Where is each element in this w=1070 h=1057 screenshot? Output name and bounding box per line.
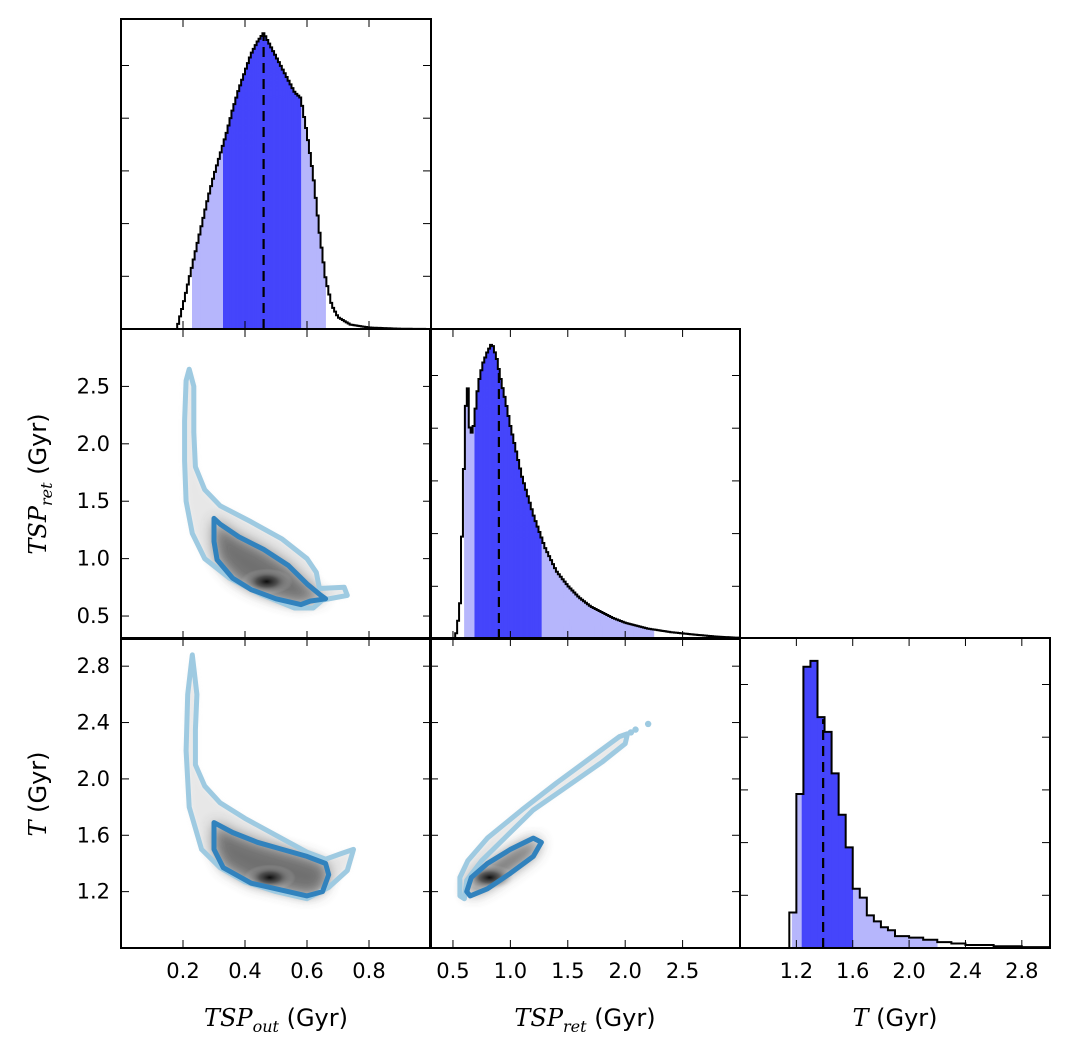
marginal-t-frame: [739, 637, 1051, 949]
joint-tsp-ret-vs-t-x-tick-label: 0.5: [436, 959, 469, 983]
joint-tsp-out-vs-t-x-tick-label: 0.6: [290, 959, 323, 983]
y-axis-label-tsp-ret: TSPret (Gyr): [24, 413, 56, 554]
x-axis-label-tsp-ret: TSPret (Gyr): [514, 1004, 655, 1036]
joint-tsp-ret-vs-t-contour-68: [464, 835, 544, 899]
marginal-tsp-out-interval-68: [223, 32, 302, 330]
x-axis-label-t-math: T: [852, 1004, 870, 1032]
joint-tsp-ret-vs-t-x-tick-label: 1.5: [551, 959, 584, 983]
joint-tsp-out-vs-t-frame: [120, 637, 432, 949]
joint-tsp-out-vs-tsp-ret-y-tick-label: 1.5: [77, 489, 110, 513]
y-axis-label-tsp-ret-sub: ret: [37, 482, 56, 506]
joint-tsp-ret-vs-t-density-halo: [459, 733, 628, 899]
joint-tsp-out-vs-t-x-tick-label: 0.8: [352, 959, 385, 983]
joint-tsp-out-vs-t-y-tick-label: 2.8: [77, 654, 110, 678]
joint-tsp-out-vs-t-plot-area: [183, 652, 356, 902]
x-axis-label-tsp-ret-unit: (Gyr): [587, 1004, 656, 1032]
x-axis-label-tsp-ret-math: TSP: [514, 1004, 563, 1032]
marginal-tsp-ret-interval-68: [474, 344, 542, 640]
x-axis-label-tsp-out-sub: out: [253, 1017, 280, 1036]
marginal-t-x-tick-label: 2.4: [949, 959, 982, 983]
marginal-t-x-tick-label: 2.8: [1005, 959, 1038, 983]
y-axis-label-t-unit: (Gyr): [24, 751, 52, 820]
joint-tsp-out-vs-t-contour-68: [211, 820, 332, 899]
joint-tsp-out-vs-tsp-ret-y-tick-label: 2.5: [77, 374, 110, 398]
joint-tsp-out-vs-t-y-tick-label: 1.6: [77, 823, 110, 847]
joint-tsp-ret-vs-t-x-tick-label: 2.5: [666, 959, 699, 983]
marginal-tsp-out-ticks: [121, 19, 431, 329]
marginal-t-ticks: 1.2 1.6 2.0 2.4 2.8: [740, 638, 1050, 983]
joint-tsp-out-vs-t-x-tick-label: 0.4: [228, 959, 261, 983]
joint-tsp-out-vs-t-y-tick-label: 2.0: [77, 767, 110, 791]
joint-tsp-out-vs-t-contour-95: [183, 652, 356, 902]
joint-tsp-ret-vs-t-outlier-point: [644, 720, 652, 728]
joint-tsp-out-vs-tsp-ret-ticks: 0.5 1.0 1.5 2.0 2.5: [77, 329, 431, 639]
marginal-t-x-tick-label: 2.0: [892, 959, 925, 983]
marginal-t-outline: [740, 659, 1051, 949]
joint-tsp-ret-vs-t-contour-95: [457, 731, 630, 902]
joint-tsp-ret-vs-t-outlier-point: [627, 729, 635, 736]
marginal-t-interval-68: [801, 660, 854, 949]
y-axis-label-t: T (Gyr): [24, 751, 52, 836]
x-axis-label-t: T (Gyr): [852, 1004, 937, 1032]
joint-tsp-out-vs-t-x-tick-label: 0.2: [166, 959, 199, 983]
y-axis-label-tsp-ret-unit: (Gyr): [24, 413, 52, 482]
joint-tsp-ret-vs-t-ticks: 0.5 1.0 1.5 2.0 2.5: [430, 638, 740, 983]
x-axis-label-tsp-out: TSPout (Gyr): [204, 1004, 348, 1036]
joint-tsp-out-vs-t-ticks: 0.2 0.4 0.6 0.8 1.2 1.6 2.0 2.4 2.8: [77, 638, 431, 983]
y-axis-label-t-math: T: [24, 819, 52, 837]
x-axis-label-tsp-out-math: TSP: [204, 1004, 253, 1032]
x-axis-label-tsp-out-unit: (Gyr): [279, 1004, 348, 1032]
joint-tsp-out-vs-tsp-ret-y-tick-label: 1.0: [77, 547, 110, 571]
joint-tsp-out-vs-tsp-ret-plot-area: [182, 366, 350, 611]
x-axis-label-tsp-ret-sub: ret: [563, 1017, 587, 1036]
y-axis-label-tsp-ret-math: TSP: [24, 505, 52, 554]
joint-tsp-out-vs-tsp-ret-contour-68: [211, 515, 329, 608]
joint-tsp-out-vs-tsp-ret-y-tick-label: 0.5: [77, 604, 110, 628]
joint-tsp-out-vs-tsp-ret-contour-95: [182, 366, 350, 611]
x-axis-label-t-unit: (Gyr): [868, 1004, 937, 1032]
panels: 0.5 1.0 1.5 2.0 2.5 0.2 0.4 0.6 0.8 1.2 1.6 2.0 2.4 2…: [77, 18, 1051, 983]
joint-tsp-ret-vs-t-plot-area: [457, 720, 652, 902]
marginal-tsp-ret-outline: [430, 343, 740, 640]
joint-tsp-out-vs-t-y-tick-label: 1.2: [77, 880, 110, 904]
marginal-t-x-tick-label: 1.2: [780, 959, 813, 983]
joint-tsp-out-vs-tsp-ret-y-tick-label: 2.0: [77, 432, 110, 456]
joint-tsp-ret-vs-t-x-tick-label: 1.0: [494, 959, 527, 983]
marginal-tsp-ret-ticks: [430, 329, 740, 639]
joint-tsp-out-vs-t-y-tick-label: 2.4: [77, 711, 110, 735]
joint-tsp-ret-vs-t-frame: [429, 637, 741, 949]
marginal-t-x-tick-label: 1.6: [836, 959, 869, 983]
joint-tsp-ret-vs-t-outlier-point: [632, 726, 639, 733]
joint-tsp-ret-vs-t-x-tick-label: 2.0: [608, 959, 641, 983]
